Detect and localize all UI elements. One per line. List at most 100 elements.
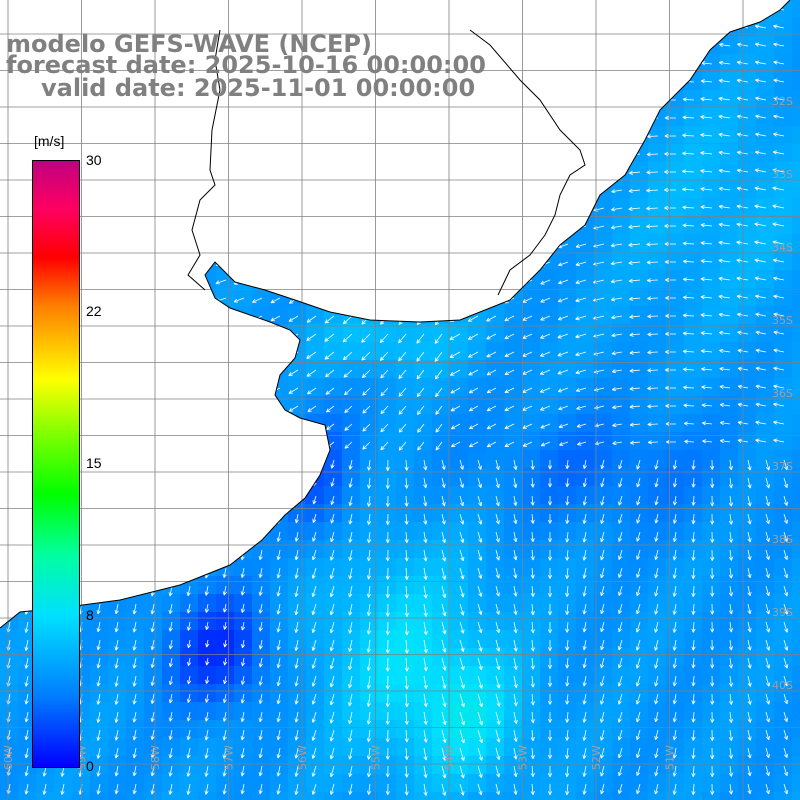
wind-arrow bbox=[540, 117, 551, 123]
wind-arrow bbox=[179, 243, 191, 248]
wind-arrow bbox=[477, 477, 482, 489]
wind-cell bbox=[144, 792, 162, 800]
wind-arrow bbox=[362, 153, 371, 162]
wind-arrow bbox=[342, 333, 353, 343]
wind-cell bbox=[252, 702, 270, 720]
wind-arrow bbox=[1, 117, 11, 124]
wind-cell bbox=[684, 594, 702, 612]
wind-cell bbox=[594, 18, 612, 36]
wind-cell bbox=[324, 702, 342, 720]
wind-cell bbox=[144, 108, 162, 126]
wind-cell bbox=[612, 180, 630, 198]
wind-cell bbox=[558, 36, 576, 54]
wind-arrow bbox=[179, 387, 191, 392]
wind-cell bbox=[234, 792, 252, 800]
wind-arrow bbox=[664, 133, 677, 139]
wind-arrow bbox=[754, 222, 767, 227]
wind-arrow bbox=[728, 549, 734, 561]
wind-arrow bbox=[557, 171, 569, 177]
wind-cell bbox=[126, 162, 144, 180]
wind-arrow bbox=[710, 621, 715, 633]
wind-cell bbox=[216, 522, 234, 540]
wind-arrow bbox=[366, 711, 371, 725]
wind-arrow bbox=[495, 603, 500, 615]
wind-arrow bbox=[362, 207, 371, 216]
wind-cell bbox=[666, 306, 684, 324]
wind-arrow bbox=[646, 260, 659, 265]
wind-arrow bbox=[718, 294, 731, 299]
wind-cell bbox=[468, 108, 486, 126]
wind-cell bbox=[414, 414, 432, 432]
wind-arrow bbox=[582, 549, 587, 561]
wind-cell bbox=[702, 378, 720, 396]
wind-arrow bbox=[600, 747, 605, 759]
wind-arrow bbox=[24, 513, 29, 525]
wind-cell bbox=[576, 306, 594, 324]
wind-arrow bbox=[747, 675, 752, 687]
wind-arrow bbox=[530, 495, 535, 506]
wind-arrow bbox=[222, 459, 227, 471]
wind-cell bbox=[720, 252, 738, 270]
wind-arrow bbox=[312, 513, 317, 523]
wind-cell bbox=[468, 774, 486, 792]
wind-arrow bbox=[311, 657, 317, 669]
wind-arrow bbox=[222, 765, 227, 777]
wind-cell bbox=[198, 252, 216, 270]
wind-arrow bbox=[691, 621, 696, 633]
wind-cell bbox=[306, 216, 324, 234]
wind-arrow bbox=[161, 9, 173, 14]
wind-arrow bbox=[504, 81, 515, 88]
wind-cell bbox=[432, 414, 450, 432]
wind-cell bbox=[486, 432, 504, 450]
wind-cell bbox=[684, 720, 702, 738]
wind-cell bbox=[756, 324, 774, 342]
wind-cell bbox=[540, 522, 558, 540]
wind-cell bbox=[360, 792, 378, 800]
wind-cell bbox=[576, 342, 594, 360]
wind-cell bbox=[774, 594, 792, 612]
wind-cell bbox=[396, 522, 414, 540]
wind-cell bbox=[720, 774, 738, 792]
wind-cell bbox=[756, 18, 774, 36]
wind-arrow bbox=[710, 639, 715, 651]
wind-cell bbox=[234, 612, 252, 630]
wind-cell bbox=[216, 594, 234, 612]
wind-arrow bbox=[646, 8, 659, 13]
wind-cell bbox=[342, 720, 360, 738]
wind-arrow bbox=[276, 747, 281, 759]
wind-arrow bbox=[728, 711, 734, 724]
wind-cell bbox=[306, 522, 324, 540]
wind-arrow bbox=[672, 675, 677, 687]
wind-cell bbox=[36, 792, 54, 800]
wind-cell bbox=[324, 774, 342, 792]
wind-cell bbox=[792, 90, 800, 108]
wind-arrow bbox=[270, 369, 281, 376]
wind-arrow bbox=[600, 531, 605, 543]
wind-arrow bbox=[6, 477, 11, 489]
wind-cell bbox=[522, 72, 540, 90]
wind-arrow bbox=[179, 153, 191, 158]
wind-cell bbox=[792, 288, 800, 306]
wind-cell bbox=[594, 540, 612, 558]
wind-cell bbox=[360, 324, 378, 342]
wind-arrow bbox=[719, 438, 731, 444]
wind-cell bbox=[774, 126, 792, 144]
wind-arrow bbox=[270, 243, 281, 250]
wind-cell bbox=[792, 162, 800, 180]
wind-cell bbox=[702, 306, 720, 324]
wind-cell bbox=[324, 486, 342, 504]
wind-cell bbox=[198, 0, 216, 18]
wind-arrow bbox=[186, 585, 191, 597]
wind-arrow bbox=[107, 387, 119, 392]
wind-cell bbox=[396, 234, 414, 252]
wind-arrow bbox=[348, 639, 353, 652]
wind-arrow bbox=[582, 477, 587, 488]
wind-arrow bbox=[765, 657, 771, 669]
wind-arrow bbox=[367, 459, 372, 471]
wind-cell bbox=[612, 684, 630, 702]
wind-cell bbox=[126, 468, 144, 486]
wind-cell bbox=[216, 414, 234, 432]
wind-arrow bbox=[168, 621, 173, 632]
wind-cell bbox=[738, 486, 756, 504]
wind-arrow bbox=[161, 423, 173, 428]
